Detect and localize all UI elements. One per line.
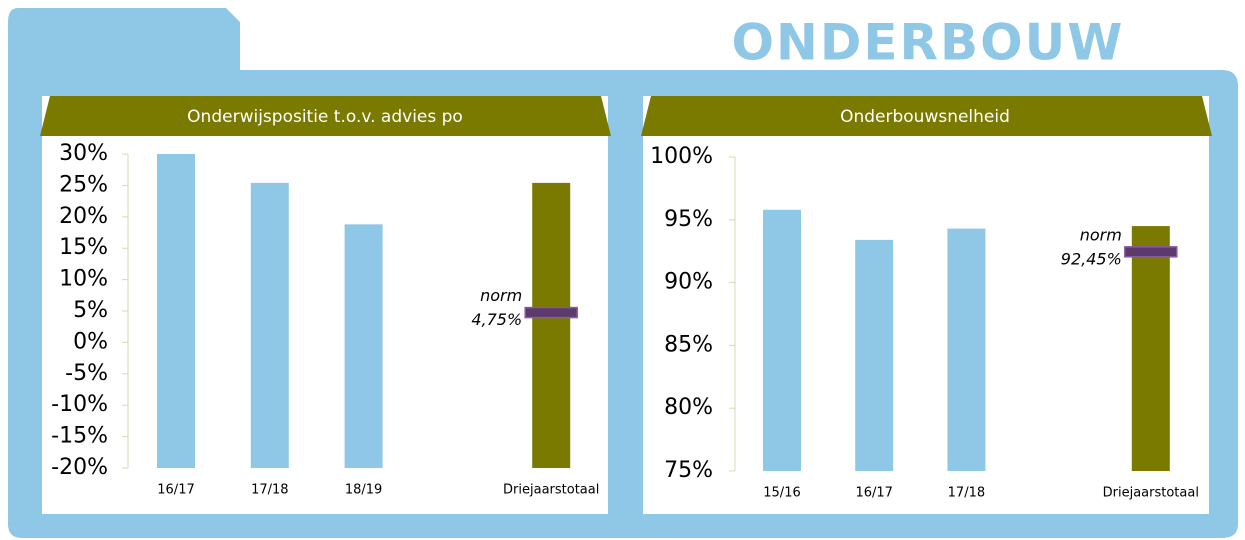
bar <box>763 209 801 471</box>
y-tick-label: -15% <box>51 424 108 449</box>
panel <box>42 96 608 514</box>
x-tick-label: 15/16 <box>763 486 800 501</box>
bar <box>344 224 383 468</box>
y-tick-label: -5% <box>65 361 108 386</box>
panel-header <box>641 96 1212 136</box>
x-tick-label: 16/17 <box>157 483 194 498</box>
y-tick-label: -20% <box>51 455 108 480</box>
y-tick-label: 10% <box>59 267 108 292</box>
bar <box>855 239 894 471</box>
x-tick-label: Driejaarstotaal <box>503 483 599 498</box>
x-tick-label: 18/19 <box>345 483 382 498</box>
x-tick-label: 16/17 <box>855 486 892 501</box>
y-tick-label: 100% <box>650 144 713 169</box>
x-tick-label: 17/18 <box>251 483 288 498</box>
y-tick-label: 75% <box>664 458 713 483</box>
y-tick-label: 15% <box>59 235 108 260</box>
chart-title: Onderwijspositie t.o.v. advies po <box>187 107 463 127</box>
norm-value: 4,75% <box>471 310 522 329</box>
norm-marker <box>1124 246 1178 258</box>
y-tick-label: -10% <box>51 392 108 417</box>
page-title: ONDERBOUW <box>732 14 1125 72</box>
norm-value: 92,45% <box>1061 249 1122 268</box>
y-tick-label: 20% <box>59 204 108 229</box>
x-tick-label: Driejaarstotaal <box>1103 486 1199 501</box>
norm-marker <box>524 306 578 319</box>
y-tick-label: 80% <box>664 395 713 420</box>
bar <box>1131 226 1170 471</box>
norm-label: norm <box>1080 225 1122 244</box>
y-tick-label: 5% <box>73 298 108 323</box>
panel-header <box>40 96 611 136</box>
y-tick-label: 90% <box>664 270 713 295</box>
norm-label: norm <box>480 286 522 305</box>
bar <box>532 182 571 468</box>
panel <box>643 96 1209 514</box>
y-tick-label: 25% <box>59 172 108 197</box>
y-tick-label: 95% <box>664 207 713 232</box>
y-tick-label: 85% <box>664 332 713 357</box>
bar <box>947 228 986 471</box>
chart-title: Onderbouwsnelheid <box>840 107 1010 127</box>
x-tick-label: 17/18 <box>948 486 985 501</box>
bar <box>250 182 289 468</box>
bar <box>157 154 195 468</box>
y-tick-label: 0% <box>73 329 108 354</box>
y-tick-label: 30% <box>59 141 108 166</box>
